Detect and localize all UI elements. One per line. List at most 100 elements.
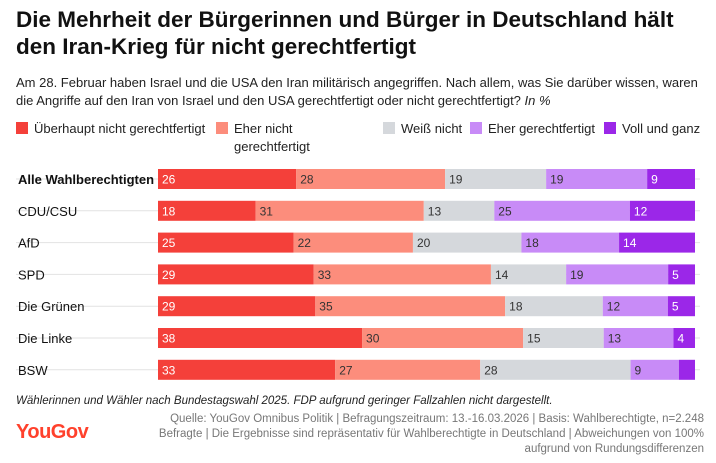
data-label: 28 [300, 173, 314, 187]
bar-segment [490, 264, 567, 285]
data-label: 9 [651, 173, 658, 187]
bar-segment [602, 296, 668, 317]
legend-label: Eher gerechtfertigt [488, 121, 595, 136]
data-label: 30 [366, 332, 380, 346]
yougov-logo: YouGov [16, 421, 89, 443]
bar-segment [619, 232, 695, 253]
bar-segment [255, 200, 424, 221]
bar-segment [296, 169, 446, 189]
bar-segment [546, 169, 648, 189]
bar-segment [423, 200, 495, 221]
data-label: 19 [449, 173, 463, 187]
data-label: 13 [608, 332, 622, 346]
bar-segment [158, 296, 316, 317]
data-label: 12 [607, 300, 621, 314]
bar-segment [678, 359, 695, 380]
data-label: 19 [570, 268, 584, 282]
bar-segment [480, 359, 631, 380]
legend-swatch [16, 122, 28, 134]
data-label: 5 [672, 268, 679, 282]
data-label: 25 [162, 236, 176, 250]
legend-label: Eher nicht gerechtfertigt [234, 121, 310, 154]
bar-segment [293, 232, 413, 253]
bar-segment [158, 359, 336, 380]
bar-segment [315, 296, 506, 317]
legend-item-eher-gerechtfertigt: Eher gerechtfertigt [470, 120, 595, 138]
bar-segment [412, 232, 522, 253]
category-label: AfD [18, 236, 40, 251]
bar-segment [335, 359, 481, 380]
legend-swatch [383, 122, 395, 134]
bar-segment [158, 328, 363, 348]
data-label: 13 [428, 204, 442, 218]
legend-swatch [604, 122, 616, 134]
legend-item-ueberhaupt-nicht: Überhaupt nicht gerechtfertigt [16, 120, 205, 138]
bar-segment [647, 169, 695, 189]
bar-segment [630, 359, 679, 380]
data-label: 22 [298, 236, 312, 250]
data-label: 18 [525, 236, 539, 250]
data-label: 18 [509, 300, 523, 314]
category-label: CDU/CSU [18, 204, 77, 219]
data-label: 26 [162, 173, 176, 187]
data-label: 33 [318, 268, 332, 282]
bar-segment [158, 169, 297, 189]
legend-item-weiss-nicht: Weiß nicht [383, 120, 462, 138]
data-label: 19 [550, 173, 564, 187]
legend: Überhaupt nicht gerechtfertigt Eher nich… [16, 120, 706, 160]
bar-segment [667, 296, 695, 317]
bar-segment [158, 200, 256, 221]
bar-segment [494, 200, 630, 221]
data-label: 27 [339, 363, 353, 377]
data-label: 33 [162, 363, 176, 377]
bar-segment [445, 169, 547, 189]
legend-swatch [470, 122, 482, 134]
category-label: BSW [18, 363, 48, 378]
data-label: 9 [635, 363, 642, 377]
legend-swatch [216, 122, 228, 134]
category-label: SPD [18, 267, 45, 282]
legend-item-eher-nicht: Eher nicht gerechtfertigt [216, 120, 366, 156]
data-label: 15 [527, 332, 541, 346]
legend-label: Überhaupt nicht gerechtfertigt [34, 121, 206, 136]
data-label: 31 [260, 204, 274, 218]
data-label: 38 [162, 332, 176, 346]
category-label: Alle Wahlberechtigten [18, 172, 154, 187]
data-label: 29 [162, 300, 176, 314]
bar-segment [313, 264, 491, 285]
bar-segment [603, 328, 674, 348]
legend-item-voll-und-ganz: Voll und ganz [604, 120, 700, 138]
data-label: 14 [495, 268, 509, 282]
bar-segment [158, 264, 314, 285]
data-label: 28 [484, 363, 498, 377]
category-label: Die Linke [18, 331, 72, 346]
bar-segment [521, 232, 620, 253]
chart-title: Die Mehrheit der Bürgerinnen und Bürger … [16, 7, 674, 59]
category-label: Die Grünen [18, 299, 84, 314]
data-label: 4 [678, 332, 685, 346]
data-label: 18 [162, 204, 176, 218]
data-label: 25 [498, 204, 512, 218]
bar-segment [668, 264, 695, 285]
bar-segment [505, 296, 603, 317]
bar-segment [629, 200, 695, 221]
bar-segment [362, 328, 524, 348]
footnote: Wählerinnen und Wähler nach Bundestagswa… [16, 395, 553, 407]
data-label: 14 [623, 236, 637, 250]
data-label: 5 [672, 300, 679, 314]
bar-segment [673, 328, 695, 348]
data-label: 20 [417, 236, 431, 250]
subtitle-text: Am 28. Februar haben Israel und die USA … [16, 75, 698, 108]
data-label: 12 [634, 204, 648, 218]
legend-label: Voll und ganz [622, 121, 701, 136]
bar-segment [566, 264, 669, 285]
bar-segment [523, 328, 604, 348]
legend-label: Weiß nicht [401, 121, 463, 136]
source-note: Quelle: YouGov Omnibus Politik | Befragu… [158, 413, 704, 455]
bar-segment [158, 232, 294, 253]
data-label: 29 [162, 268, 176, 282]
unit-label: In % [524, 93, 551, 108]
data-label: 35 [319, 300, 333, 314]
chart-subtitle: Am 28. Februar haben Israel und die USA … [16, 74, 706, 110]
